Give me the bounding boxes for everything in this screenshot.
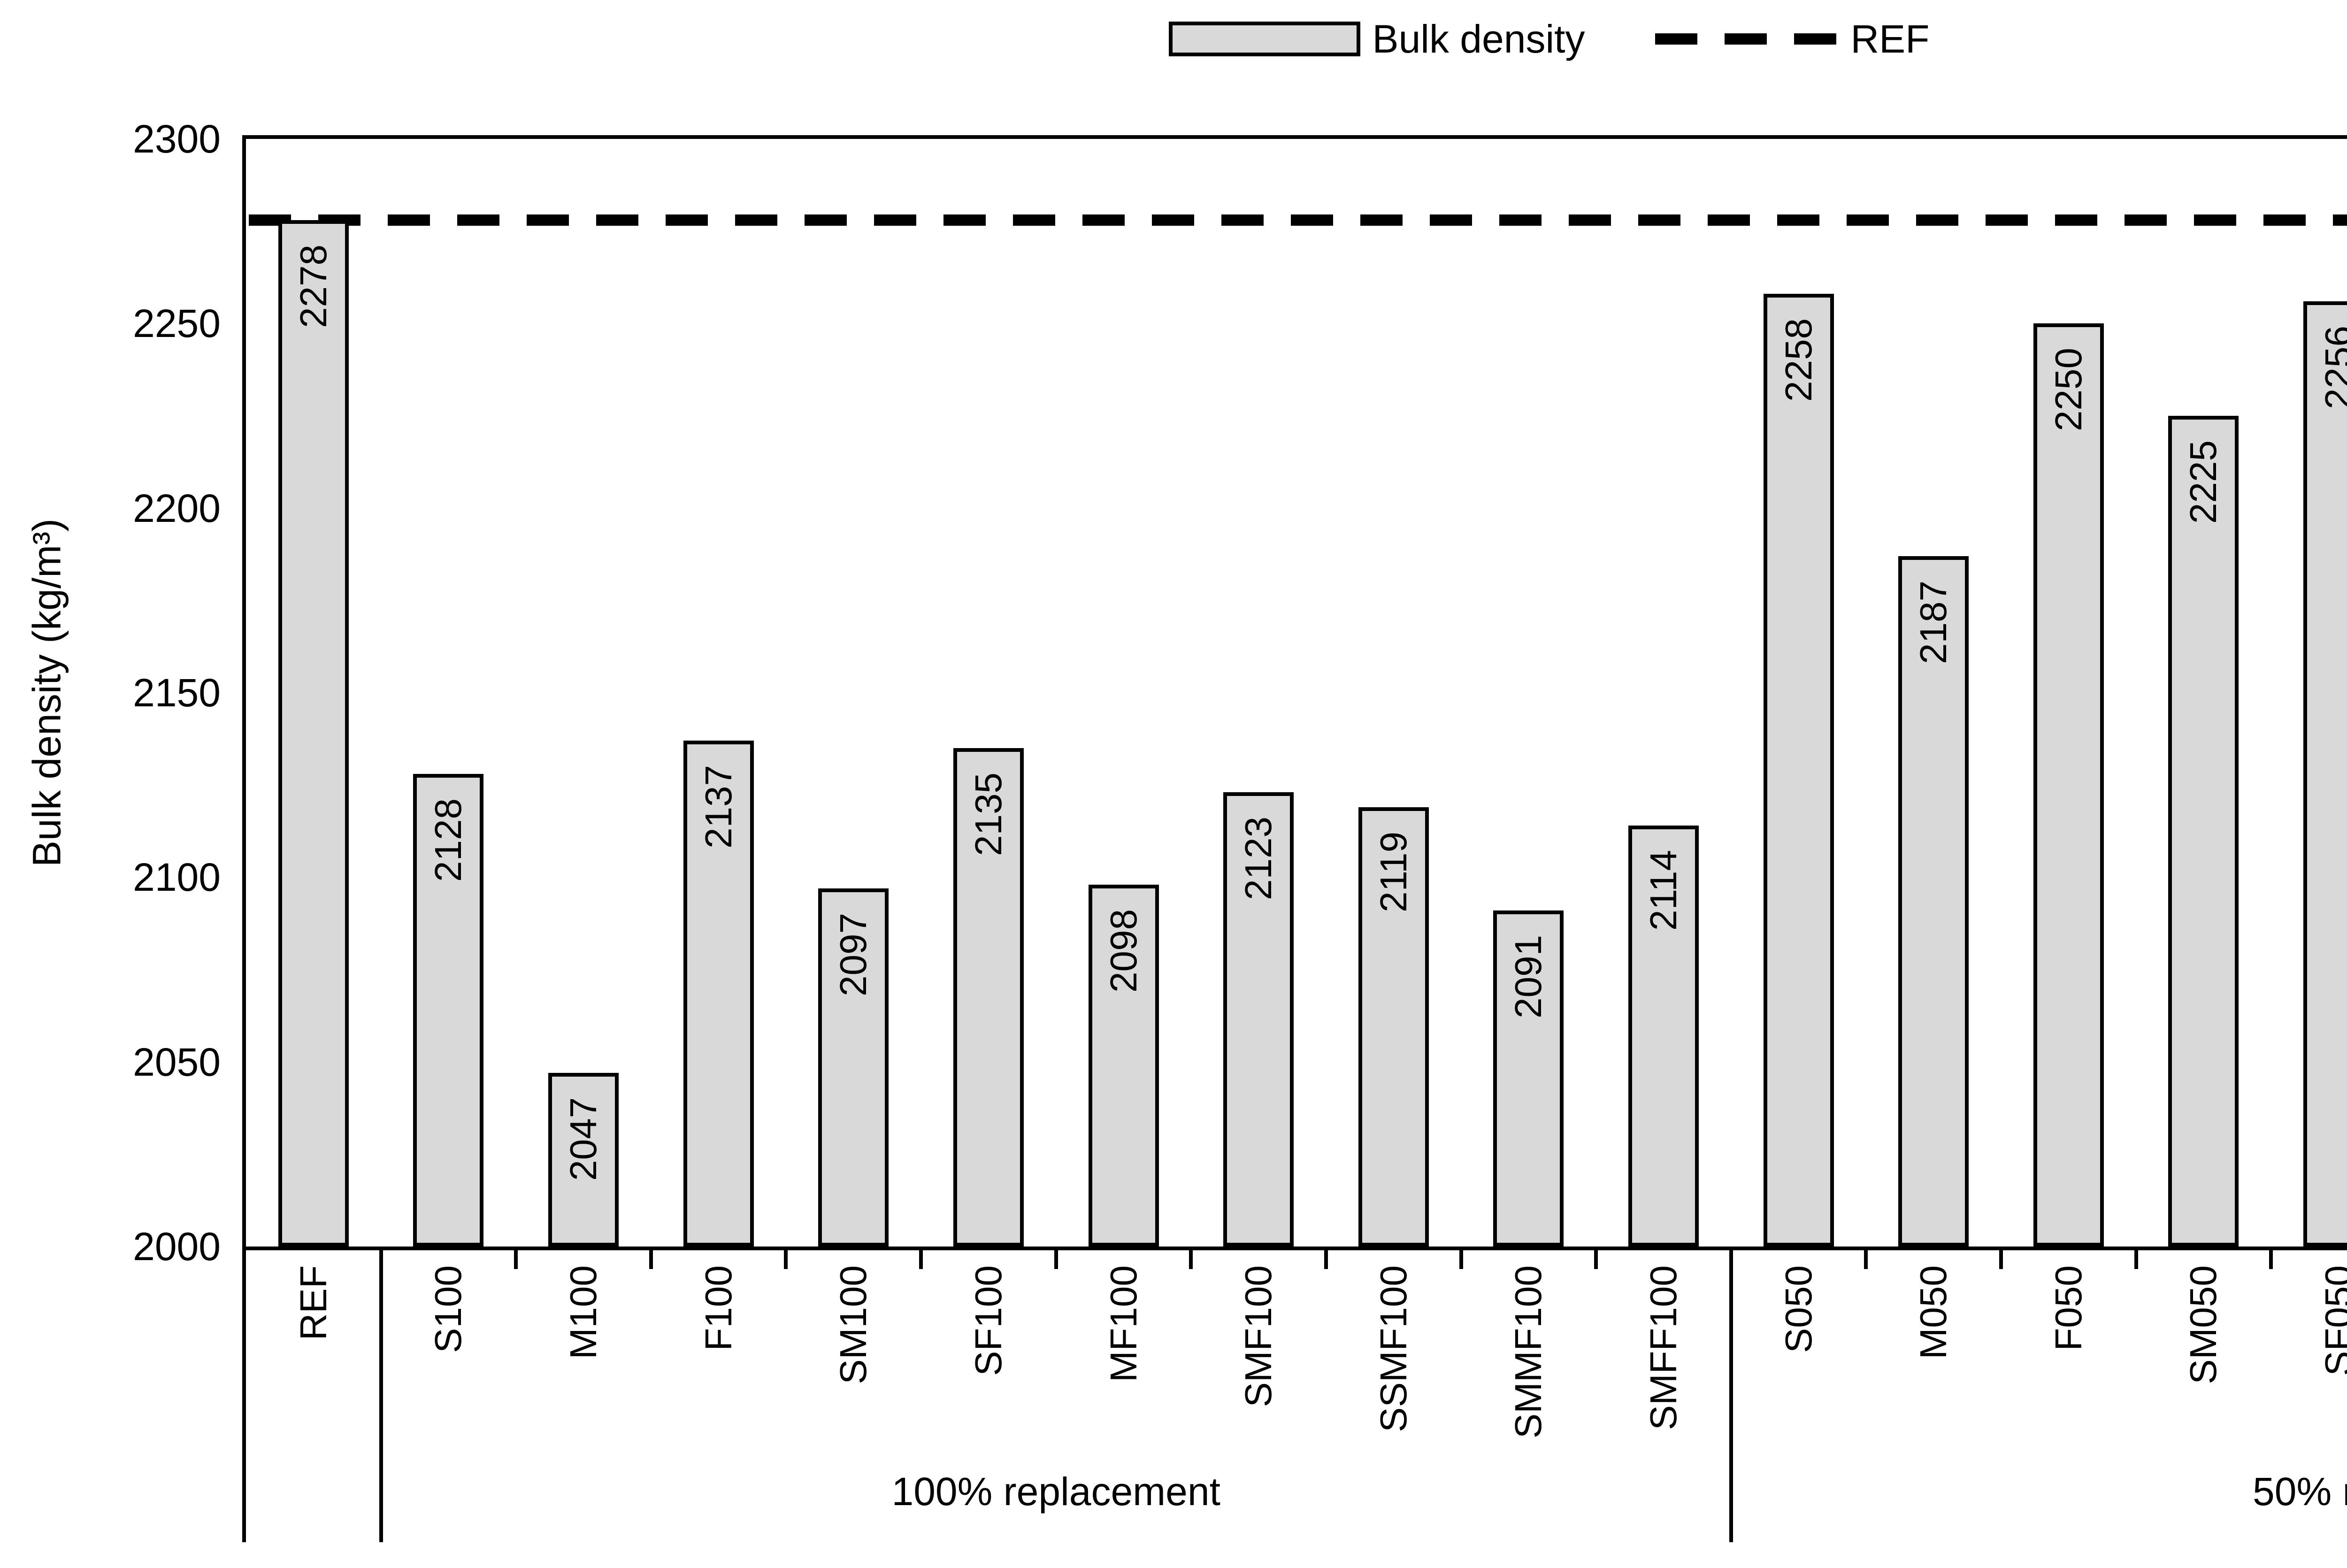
x-axis-tick (1189, 1247, 1193, 1269)
bar-SF050 (2303, 301, 2347, 1247)
x-axis-tick (1054, 1247, 1058, 1269)
bar-SSMF100 (1358, 807, 1429, 1247)
bar-SMMF100 (1493, 910, 1564, 1247)
x-axis-tick (1999, 1247, 2003, 1269)
bar-SMFF100 (1628, 826, 1699, 1247)
x-axis-tick (784, 1247, 788, 1269)
bar-value-label: 2091 (1507, 935, 1549, 1019)
bar-value-label: 2047 (562, 1097, 605, 1181)
x-axis-tick (2269, 1247, 2273, 1269)
y-tick-label: 2050 (133, 1040, 221, 1084)
bar-value-label: 2187 (1912, 580, 1955, 664)
bar-F050 (2033, 323, 2104, 1247)
bar-value-label: 2225 (2182, 440, 2224, 524)
bar-F100 (683, 741, 754, 1247)
bar-S050 (1763, 294, 1834, 1247)
bar-M100 (548, 1073, 619, 1247)
bar-value-label: 2258 (1777, 318, 1819, 402)
bar-REF (278, 220, 349, 1247)
bar-S100 (413, 774, 484, 1247)
y-tick-label: 2100 (133, 855, 221, 900)
x-axis-tick (919, 1247, 923, 1269)
bar-value-label: 2278 (292, 245, 334, 329)
legend-dashed-line-icon (1655, 33, 1837, 45)
bar-M050 (1898, 556, 1969, 1247)
legend-bar-swatch-icon (1168, 22, 1360, 56)
bar-value-label: 2114 (1642, 850, 1684, 931)
bar-SMF100 (1223, 792, 1294, 1247)
x-axis-tick (1324, 1247, 1328, 1269)
group-label-100-replacement: 100% replacement (891, 1469, 1220, 1514)
bar-MF100 (1088, 885, 1159, 1247)
y-tick-label: 2000 (133, 1224, 221, 1269)
x-axis-tick (2134, 1247, 2138, 1269)
ref-dashed-line (249, 214, 2347, 226)
bar-value-label: 2135 (967, 773, 1009, 856)
bar-value-label: 2250 (2047, 348, 2089, 432)
bar-value-label: 2119 (1372, 831, 1414, 912)
y-tick-label: 2250 (133, 301, 221, 346)
category-group-separator (379, 1247, 383, 1542)
x-axis-tick (1864, 1247, 1868, 1269)
bar-value-label: 2256 (2317, 326, 2347, 410)
y-tick-label: 2150 (133, 671, 221, 715)
y-tick-label: 2300 (133, 117, 221, 161)
y-tick-label: 2200 (133, 486, 221, 530)
category-group-separator (1729, 1247, 1733, 1542)
bar-value-label: 2128 (427, 798, 469, 882)
legend-bar-label: Bulk density (1372, 16, 1585, 61)
x-tick-label-SF050: SF050 (2317, 1265, 2347, 1376)
x-axis-tick (1459, 1247, 1463, 1269)
x-axis-tick (1594, 1247, 1598, 1269)
x-axis-tick (649, 1247, 653, 1269)
bar-SM050 (2168, 416, 2239, 1247)
plot-area: 2278 2128 2047 2137 2097 2135 2098 2123 2119 2091… (242, 135, 2347, 1250)
legend: Bulk density REF (0, 13, 2347, 65)
bar-SF100 (953, 748, 1024, 1247)
bar-SM100 (818, 888, 889, 1247)
group-label-50-replacement: 50% replacement (2253, 1469, 2347, 1514)
category-group-separator (242, 1247, 246, 1542)
x-axis-tick (514, 1247, 518, 1269)
bar-value-label: 2098 (1102, 909, 1144, 993)
legend-ref-label: REF (1850, 16, 1930, 61)
bar-value-label: 2137 (697, 765, 739, 849)
bar-value-label: 2097 (832, 912, 874, 996)
